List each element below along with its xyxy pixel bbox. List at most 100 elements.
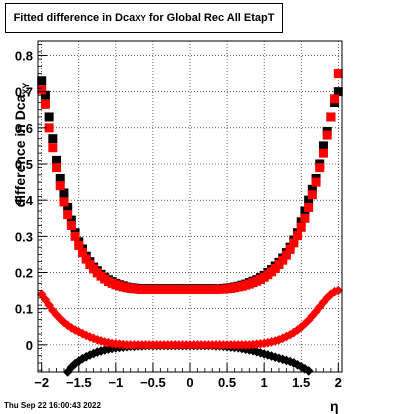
data-point — [55, 314, 66, 324]
x-tick-label: −1 — [108, 375, 123, 390]
data-point — [296, 222, 306, 232]
data-point — [289, 358, 299, 368]
x-tick-label: −2 — [34, 375, 49, 390]
x-tick-label: 0 — [186, 375, 193, 390]
y-tick-label: 0.7 — [15, 85, 33, 100]
x-tick-label: 0.5 — [218, 375, 236, 390]
timestamp-footer: Thu Sep 22 16:00:43 2022 — [4, 401, 101, 410]
data-point — [322, 130, 332, 140]
data-point — [293, 231, 303, 241]
data-point — [48, 305, 58, 316]
data-point — [59, 188, 69, 198]
data-point — [66, 220, 76, 230]
data-point — [48, 134, 58, 144]
data-point — [292, 359, 303, 370]
data-point — [36, 289, 47, 300]
y-tick-label: 0.6 — [15, 121, 33, 136]
data-point — [44, 112, 54, 122]
data-point — [307, 190, 317, 200]
x-tick-label: −1.5 — [66, 375, 92, 390]
data-point — [55, 173, 65, 183]
data-point — [315, 163, 325, 173]
data-point — [52, 163, 62, 173]
data-point — [285, 244, 295, 254]
data-point — [281, 331, 292, 342]
chart-title: Fitted difference in Dca XY for Global Re… — [5, 3, 283, 33]
data-point — [55, 181, 65, 191]
data-point — [304, 202, 314, 212]
data-point — [59, 197, 69, 207]
data-point — [307, 184, 317, 194]
axis-ticks — [38, 44, 339, 372]
data-point — [81, 254, 91, 264]
y-tick-label: 0.1 — [15, 302, 33, 317]
data-point — [318, 141, 328, 151]
data-point — [285, 356, 295, 367]
data-point — [300, 363, 310, 374]
data-point — [281, 250, 291, 260]
data-point — [303, 315, 314, 326]
data-point — [66, 362, 77, 373]
data-point — [63, 202, 73, 212]
data-point — [40, 294, 51, 305]
data-point — [333, 69, 343, 79]
data-point — [311, 177, 321, 187]
data-point — [330, 94, 340, 104]
chart-title-rest: for Global Rec All EtapT — [145, 12, 275, 24]
x-tick-label: 1 — [261, 375, 268, 390]
data-point — [333, 285, 344, 296]
data-point — [44, 123, 54, 133]
chart-title-main: Fitted difference in Dca — [13, 12, 136, 24]
data-point — [40, 90, 50, 100]
x-tick-label: 2 — [335, 375, 342, 390]
data-point — [311, 306, 321, 317]
data-point — [318, 297, 329, 307]
y-tick-label: 0.2 — [15, 266, 33, 281]
data-point — [37, 85, 47, 95]
data-point — [285, 329, 295, 340]
data-point — [77, 328, 88, 339]
chart-grid — [38, 41, 342, 372]
y-tick-label: 0.4 — [15, 193, 34, 208]
data-point — [300, 319, 310, 329]
data-point — [52, 155, 62, 165]
y-axis-label-main: difference in Dca — [12, 94, 28, 208]
data-point — [326, 112, 336, 122]
data-point — [314, 302, 325, 312]
data-point — [292, 325, 303, 335]
data-point — [81, 330, 91, 341]
y-tick-label: 0.8 — [15, 48, 33, 63]
data-point — [48, 143, 58, 153]
data-point — [73, 356, 84, 366]
data-point — [70, 231, 80, 241]
chart-title-sub: XY — [135, 13, 146, 23]
y-tick-label: 0.5 — [15, 157, 33, 172]
x-tick-label: 1.5 — [292, 375, 310, 390]
data-point — [333, 87, 343, 97]
x-tick-label: −0.5 — [140, 375, 166, 390]
data-point — [277, 333, 288, 344]
data-point — [318, 148, 328, 158]
data-point — [74, 240, 84, 250]
data-point — [77, 248, 87, 258]
data-point — [40, 99, 50, 109]
y-tick-label: 0.3 — [15, 229, 33, 244]
data-point — [278, 255, 288, 265]
axis-tick-labels: −2 −1.5 −1 −0.5 0 0.5 1 1.5 2 0 0.1 0.2 0.3 0.4 0.5 0.6… — [15, 48, 342, 390]
data-point — [63, 210, 73, 220]
data-point — [85, 332, 95, 342]
data-point — [289, 238, 299, 248]
y-axis-label: difference in DcaXY — [12, 55, 31, 235]
data-point — [66, 215, 76, 225]
series-3 — [36, 285, 344, 350]
data-point — [59, 317, 69, 328]
data-point — [62, 320, 73, 331]
data-point — [300, 213, 310, 223]
y-axis-label-sub: XY — [20, 82, 31, 95]
data-point — [289, 327, 299, 338]
series-1 — [37, 69, 343, 295]
data-point — [304, 195, 314, 205]
y-tick-label: 0 — [26, 338, 33, 353]
data-point — [274, 335, 284, 345]
